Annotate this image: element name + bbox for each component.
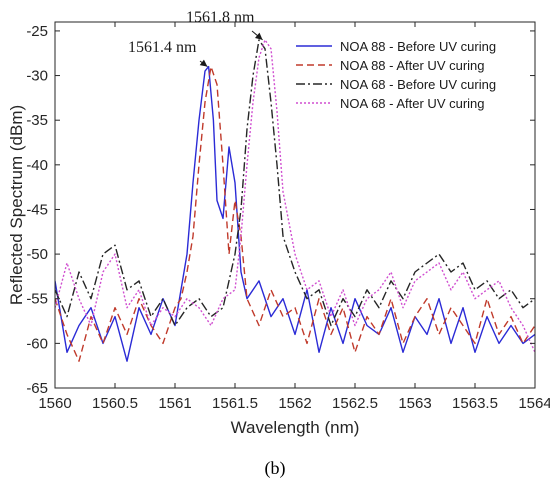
legend-entry-label: NOA 88 - After UV curing [340,58,485,73]
y-tick-label: -35 [26,112,48,129]
x-tick-label: 1561.5 [212,395,258,412]
y-tick-label: -25 [26,23,48,40]
y-tick-label: -60 [26,335,48,352]
y-tick-label: -50 [26,246,48,263]
y-tick-label: -55 [26,291,48,308]
x-tick-label: 1562.5 [332,395,378,412]
series-line-4 [55,39,535,353]
peak-annotation-label: 1561.8 nm [186,9,255,26]
x-tick-label: 1561 [158,395,191,412]
x-axis-label: Wavelength (nm) [231,418,360,437]
x-tick-label: 1564 [518,395,550,412]
x-tick-label: 1563 [398,395,431,412]
series-layer [55,39,535,362]
annotation-layer: 1561.4 nm 1561.8 nm [128,9,263,68]
x-tick-label: 1563.5 [452,395,498,412]
y-tick-label: -45 [26,201,48,218]
x-tick-label: 1560.5 [92,395,138,412]
legend-entry-label: NOA 68 - Before UV curing [340,77,496,92]
y-axis-label: Reflected Spectrum (dBm) [7,105,26,305]
legend: NOA 88 - Before UV curing NOA 88 - After … [290,33,530,117]
peak-annotation-label: 1561.4 nm [128,39,197,56]
y-tick-label: -30 [26,68,48,85]
y-tick-label: -65 [26,380,48,397]
peak-annotation-arrowhead [199,59,208,67]
legend-entry-label: NOA 88 - Before UV curing [340,39,496,54]
series-line-2 [55,65,535,362]
series-line-3 [55,39,535,327]
tick-layer: 1560 1560.5 1561 1561.5 1562 1562.5 1563 1563.5… [26,22,550,412]
peak-annotation-arrowhead [254,32,263,40]
series-line-1 [55,65,535,362]
x-tick-label: 1560 [38,395,71,412]
legend-entry-label: NOA 68 - After UV curing [340,96,485,111]
x-tick-label: 1562 [278,395,311,412]
y-tick-label: -40 [26,157,48,174]
panel-label: (b) [265,458,286,479]
